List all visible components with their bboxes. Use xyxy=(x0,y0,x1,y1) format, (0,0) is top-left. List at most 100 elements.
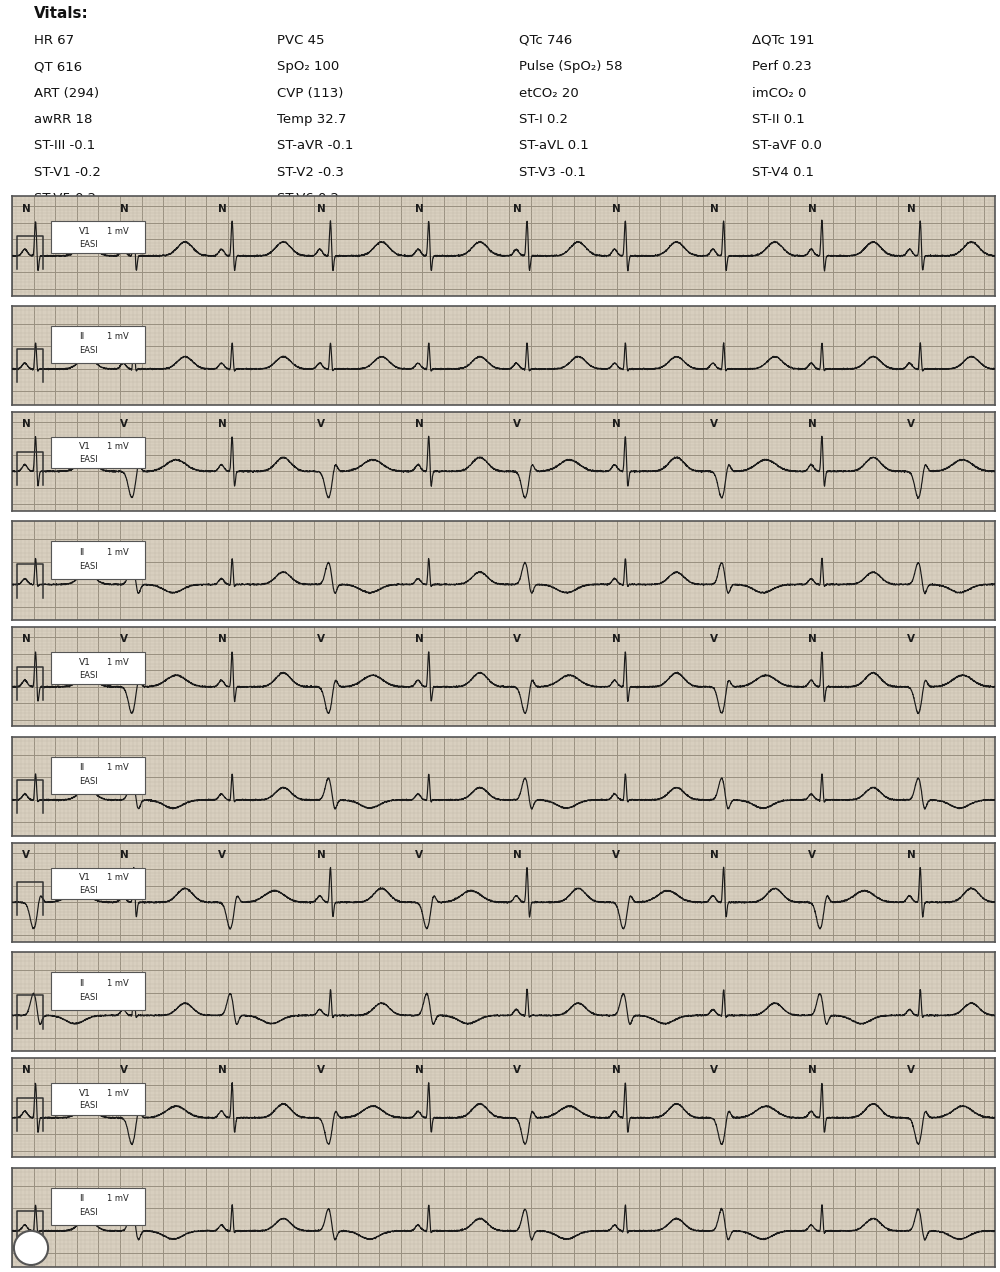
Text: ST-V1 -0.2: ST-V1 -0.2 xyxy=(34,165,101,178)
Text: SpO₂ 100: SpO₂ 100 xyxy=(277,60,339,74)
Text: N: N xyxy=(22,204,31,214)
Text: N: N xyxy=(612,418,620,429)
Text: EASI: EASI xyxy=(79,346,98,355)
Text: N: N xyxy=(513,204,522,214)
Text: V: V xyxy=(710,635,718,645)
Text: V: V xyxy=(513,635,521,645)
Text: CVP (113): CVP (113) xyxy=(277,86,343,99)
Text: ΔQTc 191: ΔQTc 191 xyxy=(752,34,815,47)
Text: Vitals:: Vitals: xyxy=(34,5,89,20)
Text: N: N xyxy=(907,204,915,214)
Text: ST-II 0.1: ST-II 0.1 xyxy=(752,113,805,126)
FancyBboxPatch shape xyxy=(51,1082,145,1114)
Text: N: N xyxy=(120,850,129,860)
Text: ST-aVL 0.1: ST-aVL 0.1 xyxy=(519,140,589,153)
Text: EASI: EASI xyxy=(79,239,98,248)
Text: N: N xyxy=(710,850,719,860)
Text: N: N xyxy=(218,204,227,214)
Text: N: N xyxy=(808,1066,817,1075)
Text: V1: V1 xyxy=(79,1089,91,1098)
Text: EASI: EASI xyxy=(79,455,98,464)
Text: 1 mV: 1 mV xyxy=(107,979,129,988)
Text: ST-aVR -0.1: ST-aVR -0.1 xyxy=(277,140,353,153)
Text: N: N xyxy=(612,1066,620,1075)
Text: ST-aVF 0.0: ST-aVF 0.0 xyxy=(752,140,822,153)
Text: Temp 32.7: Temp 32.7 xyxy=(277,113,346,126)
Text: V: V xyxy=(808,850,816,860)
Text: imCO₂ 0: imCO₂ 0 xyxy=(752,86,807,99)
Text: V: V xyxy=(513,1066,521,1075)
Text: QT 616: QT 616 xyxy=(34,60,83,74)
Text: N: N xyxy=(120,204,129,214)
Text: V: V xyxy=(22,850,30,860)
Text: EASI: EASI xyxy=(79,1208,98,1217)
Text: N: N xyxy=(22,1066,31,1075)
Text: II: II xyxy=(79,332,85,341)
Text: 1 mV: 1 mV xyxy=(107,763,129,772)
Text: II: II xyxy=(79,979,85,988)
Text: N: N xyxy=(218,418,227,429)
Text: V: V xyxy=(907,635,915,645)
FancyBboxPatch shape xyxy=(51,972,145,1010)
FancyBboxPatch shape xyxy=(51,1188,145,1225)
Text: N: N xyxy=(22,635,31,645)
Text: PVC 45: PVC 45 xyxy=(277,34,324,47)
Text: V1: V1 xyxy=(79,443,91,452)
Text: EASI: EASI xyxy=(79,993,98,1002)
Text: ST-I 0.2: ST-I 0.2 xyxy=(519,113,568,126)
FancyBboxPatch shape xyxy=(51,653,145,684)
Text: V: V xyxy=(120,418,128,429)
Text: N: N xyxy=(808,204,817,214)
Text: EASI: EASI xyxy=(79,777,98,786)
Text: ST-V4 0.1: ST-V4 0.1 xyxy=(752,165,814,178)
Text: V1: V1 xyxy=(79,874,91,883)
Text: ART (294): ART (294) xyxy=(34,86,100,99)
Text: II: II xyxy=(79,763,85,772)
Text: N: N xyxy=(907,850,915,860)
FancyBboxPatch shape xyxy=(51,757,145,794)
Text: II: II xyxy=(79,548,85,557)
Text: V: V xyxy=(120,1066,128,1075)
Text: Perf 0.23: Perf 0.23 xyxy=(752,60,812,74)
Text: N: N xyxy=(513,850,522,860)
Text: ST-V5 0.2: ST-V5 0.2 xyxy=(34,192,97,205)
Text: 1 mV: 1 mV xyxy=(107,1089,129,1098)
Text: ST-V3 -0.1: ST-V3 -0.1 xyxy=(519,165,586,178)
Text: 1 mV: 1 mV xyxy=(107,1194,129,1203)
Text: N: N xyxy=(612,635,620,645)
Text: Pulse (SpO₂) 58: Pulse (SpO₂) 58 xyxy=(519,60,623,74)
Text: V: V xyxy=(218,850,226,860)
Text: N: N xyxy=(415,204,424,214)
FancyBboxPatch shape xyxy=(51,541,145,579)
Text: ST-V6 0.2: ST-V6 0.2 xyxy=(277,192,339,205)
Text: 1 mV: 1 mV xyxy=(107,226,129,235)
Text: N: N xyxy=(218,635,227,645)
Text: V: V xyxy=(710,1066,718,1075)
Text: EASI: EASI xyxy=(79,562,98,571)
Text: V: V xyxy=(317,635,325,645)
Text: ST-V2 -0.3: ST-V2 -0.3 xyxy=(277,165,344,178)
Text: N: N xyxy=(317,850,325,860)
Text: etCO₂ 20: etCO₂ 20 xyxy=(519,86,579,99)
Text: QTc 746: QTc 746 xyxy=(519,34,573,47)
Text: awRR 18: awRR 18 xyxy=(34,113,93,126)
Text: 1 mV: 1 mV xyxy=(107,332,129,341)
Text: EASI: EASI xyxy=(79,887,98,895)
Circle shape xyxy=(14,1231,48,1266)
Text: V1: V1 xyxy=(79,658,91,667)
Text: V: V xyxy=(907,1066,915,1075)
Text: N: N xyxy=(317,204,325,214)
Text: 1 mV: 1 mV xyxy=(107,658,129,667)
Text: V: V xyxy=(317,418,325,429)
Text: N: N xyxy=(808,635,817,645)
Text: N: N xyxy=(415,635,424,645)
Text: N: N xyxy=(612,204,620,214)
Text: V: V xyxy=(710,418,718,429)
Text: II: II xyxy=(79,1194,85,1203)
Text: V: V xyxy=(513,418,521,429)
FancyBboxPatch shape xyxy=(51,868,145,899)
Text: V: V xyxy=(415,850,423,860)
Text: V: V xyxy=(317,1066,325,1075)
Text: V: V xyxy=(120,635,128,645)
FancyBboxPatch shape xyxy=(51,326,145,364)
